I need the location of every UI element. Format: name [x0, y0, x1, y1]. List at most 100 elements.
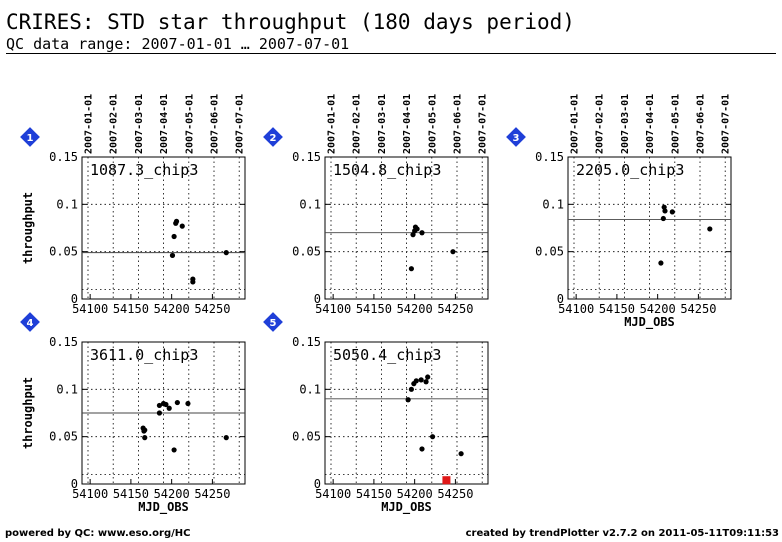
data-point [419, 230, 425, 236]
date-tick-label: 2007-01-01 [84, 94, 95, 154]
panel-label: 3611.0_chip3 [90, 346, 198, 364]
y-tick-label: 0.15 [292, 335, 321, 349]
x-tick-label: 54150 [599, 302, 635, 316]
badge-diamond-icon [263, 127, 283, 147]
date-tick-label: 2007-03-01 [620, 94, 631, 154]
y-tick-label: 0 [314, 477, 321, 491]
x-axis-label: MJD_OBS [381, 500, 432, 515]
data-point [425, 374, 431, 380]
date-tick-label: 2007-07-01 [235, 94, 246, 154]
date-tick-label: 2007-06-01 [453, 94, 464, 154]
date-tick-label: 2007-06-01 [210, 94, 221, 154]
date-tick-label: 2007-05-01 [670, 94, 681, 154]
date-tick-label: 2007-06-01 [696, 94, 707, 154]
data-point [418, 377, 424, 383]
y-tick-label: 0 [314, 292, 321, 306]
date-tick-label: 2007-05-01 [184, 94, 195, 154]
y-tick-label: 0.1 [299, 382, 321, 396]
data-point [413, 378, 419, 384]
x-tick-label: 54200 [397, 487, 433, 501]
x-tick-label: 54200 [154, 302, 190, 316]
date-tick-label: 2007-05-01 [427, 94, 438, 154]
x-tick-label: 54150 [113, 302, 149, 316]
highlight-point [442, 476, 451, 485]
data-point [190, 279, 196, 285]
date-tick-label: 2007-02-01 [595, 94, 606, 154]
chart-panel-4: 0 0.05 0.1 0.15 54100 54150 54200 54250 3611.0_c… [20, 312, 246, 515]
chart-panel-3: 2007-01-01 2007-02-01 2007-03-01 2007-04-01… [506, 94, 732, 330]
panel-label: 1087.3_chip3 [90, 161, 198, 179]
x-tick-label: 54100 [72, 302, 108, 316]
title-divider [6, 53, 776, 54]
data-point [174, 399, 180, 406]
x-tick-label: 54250 [194, 487, 230, 501]
page-subtitle: QC data range: 2007-01-01 … 2007-07-01 [6, 35, 350, 53]
y-tick-label: 0.1 [56, 197, 78, 211]
plot-frame [324, 341, 489, 485]
y-tick-label: 0.15 [292, 150, 321, 164]
y-tick-label: 0.1 [299, 197, 321, 211]
chart-panel-1: 2007-01-01 2007-02-01 2007-03-01 2007-04-01… [20, 94, 246, 316]
x-tick-label: 54100 [72, 487, 108, 501]
y-tick-label: 0 [71, 292, 78, 306]
badge-diamond-icon [263, 312, 283, 332]
data-point [423, 379, 429, 385]
y-tick-label: 0.15 [535, 150, 564, 164]
badge-diamond-icon [20, 312, 40, 332]
footer-created-by: created by trendPlotter v2.7.2 on 2011-0… [465, 528, 779, 539]
date-tick-label: 2007-07-01 [478, 94, 489, 154]
data-point [660, 215, 666, 222]
badge-number: 1 [27, 133, 34, 144]
data-point [458, 451, 464, 457]
x-tick-label: 54100 [315, 302, 351, 316]
x-tick-label: 54250 [194, 302, 230, 316]
data-point [662, 208, 668, 214]
data-point [163, 401, 169, 408]
y-tick-label: 0.05 [292, 430, 321, 444]
data-point [429, 434, 436, 440]
data-point [179, 223, 185, 229]
y-tick-label: 0.05 [292, 245, 321, 259]
data-point [156, 410, 163, 416]
x-tick-label: 54200 [397, 302, 433, 316]
x-tick-label: 54250 [680, 302, 716, 316]
y-tick-label: 0.1 [542, 197, 564, 211]
plot-frame [567, 156, 732, 300]
footer-powered-by: powered by QC: www.eso.org/HC [5, 528, 191, 539]
data-point [169, 252, 176, 259]
plot-frame [324, 156, 489, 300]
x-axis-label: MJD_OBS [624, 315, 675, 330]
data-point [185, 400, 191, 407]
y-tick-label: 0.05 [535, 245, 564, 259]
badge-number: 4 [27, 318, 34, 329]
data-point [669, 209, 675, 215]
x-tick-label: 54150 [113, 487, 149, 501]
x-tick-label: 54150 [356, 487, 392, 501]
data-point [223, 435, 229, 441]
data-point [450, 249, 456, 255]
data-point [156, 402, 163, 409]
data-point [408, 266, 414, 272]
x-tick-label: 54100 [315, 487, 351, 501]
badge-number: 5 [270, 318, 277, 329]
x-tick-label: 54150 [356, 302, 392, 316]
data-point [223, 250, 229, 256]
x-tick-label: 54250 [437, 487, 473, 501]
date-tick-label: 2007-03-01 [134, 94, 145, 154]
y-axis-label: throughput [21, 377, 35, 449]
data-point [142, 435, 148, 441]
date-tick-label: 2007-01-01 [327, 94, 338, 154]
data-point [408, 386, 414, 392]
data-point [419, 446, 425, 452]
date-tick-label: 2007-04-01 [159, 94, 170, 154]
panel-label: 5050.4_chip3 [333, 346, 441, 364]
badge-number: 3 [513, 133, 520, 144]
x-axis-label: MJD_OBS [138, 500, 189, 515]
y-tick-label: 0 [557, 292, 564, 306]
panel-label: 2205.0_chip3 [576, 161, 684, 179]
date-tick-label: 2007-04-01 [402, 94, 413, 154]
data-point [414, 226, 420, 232]
date-tick-label: 2007-01-01 [570, 94, 581, 154]
panel-label: 1504.8_chip3 [333, 161, 441, 179]
